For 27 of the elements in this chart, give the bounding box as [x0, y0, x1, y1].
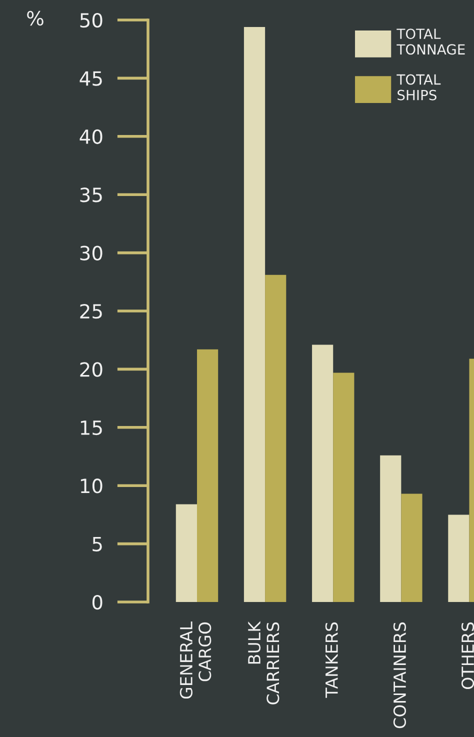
- y-tick-label: 10: [80, 478, 102, 494]
- y-tick-label: 25: [80, 304, 102, 319]
- y-axis-title: %: [27, 10, 44, 26]
- y-tick-label: 20: [80, 362, 102, 377]
- y-tick-label: 15: [80, 420, 102, 436]
- x-tick-label: CONTAINERS: [393, 622, 406, 728]
- legend-label: TOTAL SHIPS: [396, 74, 441, 100]
- bar: [333, 372, 354, 602]
- bar: [312, 344, 334, 602]
- bar: [197, 349, 218, 602]
- bar: [401, 494, 422, 602]
- x-tick-label: BULK CARRIERS: [248, 621, 280, 704]
- y-tick-label: 45: [80, 71, 102, 86]
- legend-label: TOTAL TONNAGE: [396, 28, 465, 55]
- bar: [265, 274, 286, 602]
- x-tick-label: GENERAL CARGO: [180, 622, 212, 699]
- bar: [176, 504, 197, 602]
- y-tick-label: 35: [80, 188, 102, 202]
- y-tick-label: 0: [92, 594, 102, 610]
- x-tick-label: OTHERS: [461, 622, 474, 690]
- y-tick-label: 5: [92, 537, 102, 552]
- y-tick-label: 40: [80, 129, 102, 144]
- bar: [244, 26, 266, 602]
- bar: [380, 455, 402, 602]
- x-tick-label: TANKERS: [325, 622, 338, 698]
- y-tick-label: 30: [80, 246, 102, 260]
- y-tick-label: 50: [80, 12, 102, 28]
